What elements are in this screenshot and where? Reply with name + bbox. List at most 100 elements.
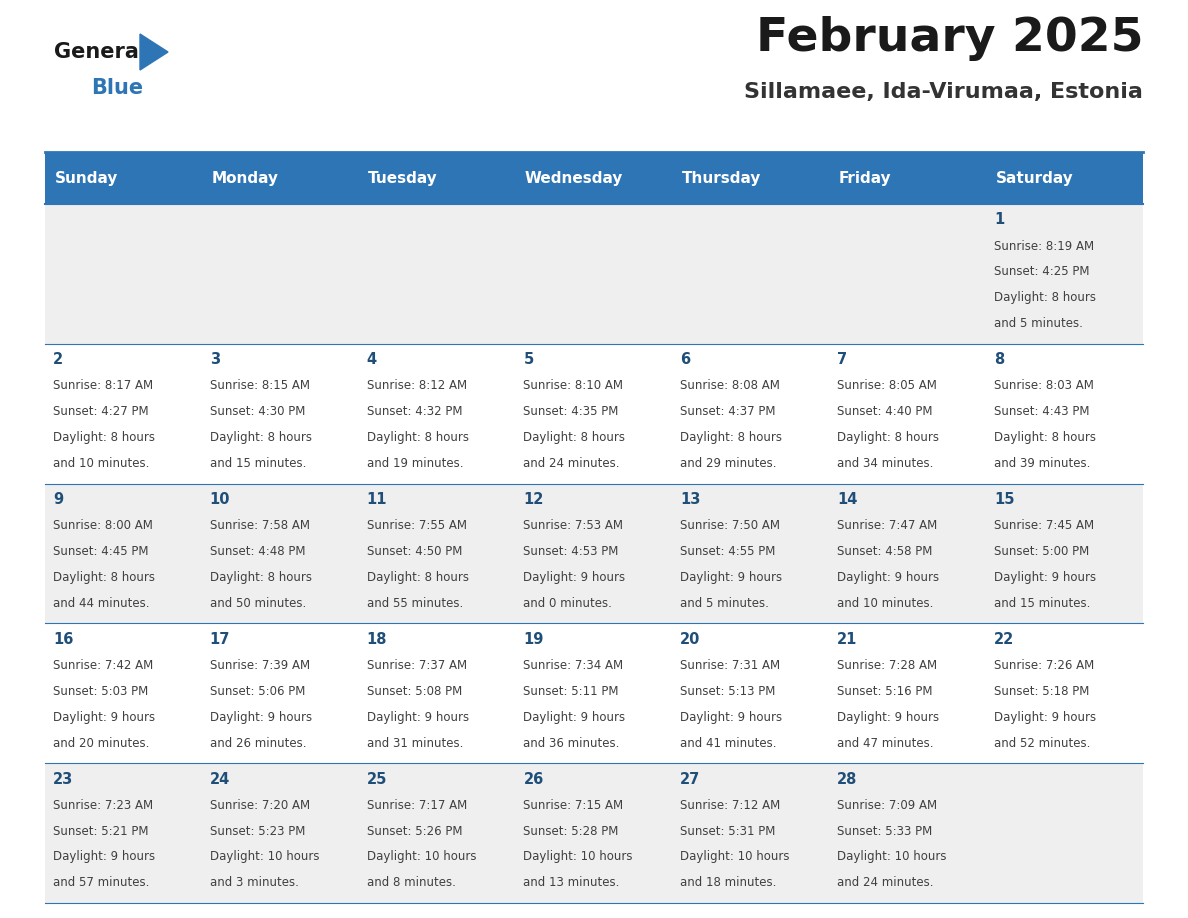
Bar bbox=[202, 484, 359, 623]
Text: Sunrise: 8:08 AM: Sunrise: 8:08 AM bbox=[681, 379, 781, 392]
Text: Daylight: 8 hours: Daylight: 8 hours bbox=[52, 571, 154, 584]
Text: 15: 15 bbox=[994, 492, 1015, 507]
Text: Daylight: 9 hours: Daylight: 9 hours bbox=[367, 711, 469, 723]
Text: 23: 23 bbox=[52, 772, 74, 787]
Bar bbox=[45, 484, 202, 623]
Text: Sunset: 5:21 PM: Sunset: 5:21 PM bbox=[52, 824, 148, 837]
Text: Daylight: 8 hours: Daylight: 8 hours bbox=[210, 571, 311, 584]
Text: Daylight: 9 hours: Daylight: 9 hours bbox=[994, 571, 1097, 584]
Bar bbox=[829, 763, 986, 903]
Text: Daylight: 9 hours: Daylight: 9 hours bbox=[524, 571, 626, 584]
Text: Sunset: 4:50 PM: Sunset: 4:50 PM bbox=[367, 545, 462, 558]
Text: Sunrise: 8:10 AM: Sunrise: 8:10 AM bbox=[524, 379, 624, 392]
Bar bbox=[516, 623, 672, 763]
Text: Sunrise: 7:42 AM: Sunrise: 7:42 AM bbox=[52, 659, 153, 672]
Bar bbox=[202, 344, 359, 484]
Text: 25: 25 bbox=[367, 772, 387, 787]
Bar bbox=[672, 152, 829, 204]
Polygon shape bbox=[140, 34, 168, 70]
Text: Daylight: 8 hours: Daylight: 8 hours bbox=[994, 291, 1097, 304]
Text: 28: 28 bbox=[838, 772, 858, 787]
Text: Sunset: 4:53 PM: Sunset: 4:53 PM bbox=[524, 545, 619, 558]
Bar bbox=[359, 152, 516, 204]
Text: 4: 4 bbox=[367, 353, 377, 367]
Bar bbox=[829, 204, 986, 344]
Text: Daylight: 9 hours: Daylight: 9 hours bbox=[681, 571, 783, 584]
Text: Sunset: 4:43 PM: Sunset: 4:43 PM bbox=[994, 405, 1089, 419]
Text: Daylight: 10 hours: Daylight: 10 hours bbox=[367, 850, 476, 864]
Text: Sunset: 4:45 PM: Sunset: 4:45 PM bbox=[52, 545, 148, 558]
Text: 13: 13 bbox=[681, 492, 701, 507]
Text: Sunset: 4:48 PM: Sunset: 4:48 PM bbox=[210, 545, 305, 558]
Text: Sunset: 5:16 PM: Sunset: 5:16 PM bbox=[838, 685, 933, 698]
Text: Daylight: 8 hours: Daylight: 8 hours bbox=[52, 431, 154, 444]
Bar bbox=[45, 204, 202, 344]
Bar bbox=[672, 763, 829, 903]
Text: Daylight: 9 hours: Daylight: 9 hours bbox=[524, 711, 626, 723]
Text: Sunday: Sunday bbox=[55, 171, 118, 185]
Text: Sunrise: 7:58 AM: Sunrise: 7:58 AM bbox=[210, 520, 310, 532]
Text: Sunset: 5:03 PM: Sunset: 5:03 PM bbox=[52, 685, 148, 698]
Bar bbox=[359, 344, 516, 484]
Bar bbox=[672, 204, 829, 344]
Text: and 5 minutes.: and 5 minutes. bbox=[994, 317, 1082, 330]
Text: Sunrise: 7:37 AM: Sunrise: 7:37 AM bbox=[367, 659, 467, 672]
Text: Sunrise: 7:20 AM: Sunrise: 7:20 AM bbox=[210, 799, 310, 812]
Text: and 26 minutes.: and 26 minutes. bbox=[210, 736, 307, 749]
Bar bbox=[359, 484, 516, 623]
Text: 6: 6 bbox=[681, 353, 690, 367]
Bar bbox=[359, 763, 516, 903]
Text: Sunset: 5:23 PM: Sunset: 5:23 PM bbox=[210, 824, 305, 837]
Text: Sunrise: 7:39 AM: Sunrise: 7:39 AM bbox=[210, 659, 310, 672]
Text: Daylight: 8 hours: Daylight: 8 hours bbox=[524, 431, 625, 444]
Text: and 10 minutes.: and 10 minutes. bbox=[52, 457, 150, 470]
Bar bbox=[829, 344, 986, 484]
Text: and 50 minutes.: and 50 minutes. bbox=[210, 597, 307, 610]
Text: and 0 minutes.: and 0 minutes. bbox=[524, 597, 612, 610]
Text: 24: 24 bbox=[210, 772, 230, 787]
Text: 27: 27 bbox=[681, 772, 701, 787]
Text: Sunrise: 7:15 AM: Sunrise: 7:15 AM bbox=[524, 799, 624, 812]
Text: Sunset: 4:35 PM: Sunset: 4:35 PM bbox=[524, 405, 619, 419]
Text: Sunrise: 7:17 AM: Sunrise: 7:17 AM bbox=[367, 799, 467, 812]
Text: and 15 minutes.: and 15 minutes. bbox=[994, 597, 1091, 610]
Text: Daylight: 9 hours: Daylight: 9 hours bbox=[838, 571, 940, 584]
Bar bbox=[986, 204, 1143, 344]
Text: Daylight: 8 hours: Daylight: 8 hours bbox=[210, 431, 311, 444]
Text: 22: 22 bbox=[994, 632, 1015, 647]
Bar bbox=[45, 152, 202, 204]
Text: Daylight: 9 hours: Daylight: 9 hours bbox=[681, 711, 783, 723]
Text: Sunset: 5:28 PM: Sunset: 5:28 PM bbox=[524, 824, 619, 837]
Bar bbox=[986, 763, 1143, 903]
Text: 3: 3 bbox=[210, 353, 220, 367]
Text: Daylight: 10 hours: Daylight: 10 hours bbox=[838, 850, 947, 864]
Text: Sunset: 5:06 PM: Sunset: 5:06 PM bbox=[210, 685, 305, 698]
Text: 1: 1 bbox=[994, 212, 1004, 228]
Text: Daylight: 8 hours: Daylight: 8 hours bbox=[838, 431, 940, 444]
Bar bbox=[516, 763, 672, 903]
Bar bbox=[829, 623, 986, 763]
Bar bbox=[516, 344, 672, 484]
Text: Sunrise: 7:26 AM: Sunrise: 7:26 AM bbox=[994, 659, 1094, 672]
Text: 18: 18 bbox=[367, 632, 387, 647]
Text: and 36 minutes.: and 36 minutes. bbox=[524, 736, 620, 749]
Text: Daylight: 8 hours: Daylight: 8 hours bbox=[367, 571, 468, 584]
Bar bbox=[672, 344, 829, 484]
Text: Sunrise: 7:34 AM: Sunrise: 7:34 AM bbox=[524, 659, 624, 672]
Text: Daylight: 9 hours: Daylight: 9 hours bbox=[838, 711, 940, 723]
Text: Sunset: 5:26 PM: Sunset: 5:26 PM bbox=[367, 824, 462, 837]
Text: Sunrise: 8:05 AM: Sunrise: 8:05 AM bbox=[838, 379, 937, 392]
Text: Daylight: 8 hours: Daylight: 8 hours bbox=[681, 431, 782, 444]
Text: Wednesday: Wednesday bbox=[525, 171, 624, 185]
Text: Sunrise: 8:12 AM: Sunrise: 8:12 AM bbox=[367, 379, 467, 392]
Text: and 39 minutes.: and 39 minutes. bbox=[994, 457, 1091, 470]
Text: Daylight: 10 hours: Daylight: 10 hours bbox=[681, 850, 790, 864]
Text: 21: 21 bbox=[838, 632, 858, 647]
Text: and 34 minutes.: and 34 minutes. bbox=[838, 457, 934, 470]
Text: Sillamaee, Ida-Virumaa, Estonia: Sillamaee, Ida-Virumaa, Estonia bbox=[744, 82, 1143, 102]
Text: Sunrise: 7:45 AM: Sunrise: 7:45 AM bbox=[994, 520, 1094, 532]
Text: Sunset: 4:37 PM: Sunset: 4:37 PM bbox=[681, 405, 776, 419]
Text: and 15 minutes.: and 15 minutes. bbox=[210, 457, 307, 470]
Text: 7: 7 bbox=[838, 353, 847, 367]
Text: Daylight: 8 hours: Daylight: 8 hours bbox=[367, 431, 468, 444]
